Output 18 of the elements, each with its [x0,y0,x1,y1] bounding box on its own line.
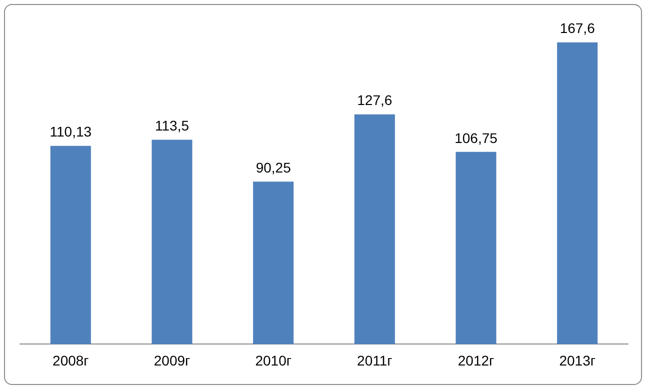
bar [50,146,91,344]
bar [456,152,496,344]
x-tick-label: 2013г [559,352,596,368]
bar [152,140,192,344]
data-label: 106,75 [454,130,498,146]
bar [557,42,598,344]
data-label: 167,6 [560,20,596,36]
x-tick-label: 2010г [255,352,292,368]
x-tick-label: 2011г [357,352,392,368]
bar [354,114,395,344]
bar [253,182,294,344]
x-tick-label: 2012г [458,352,494,368]
data-label: 127,6 [357,92,392,108]
data-label: 113,5 [155,118,190,134]
x-tick-label: 2008г [52,352,89,368]
data-label: 90,25 [256,160,292,176]
x-tick-label: 2009г [154,352,190,368]
data-label: 110,13 [50,124,92,140]
